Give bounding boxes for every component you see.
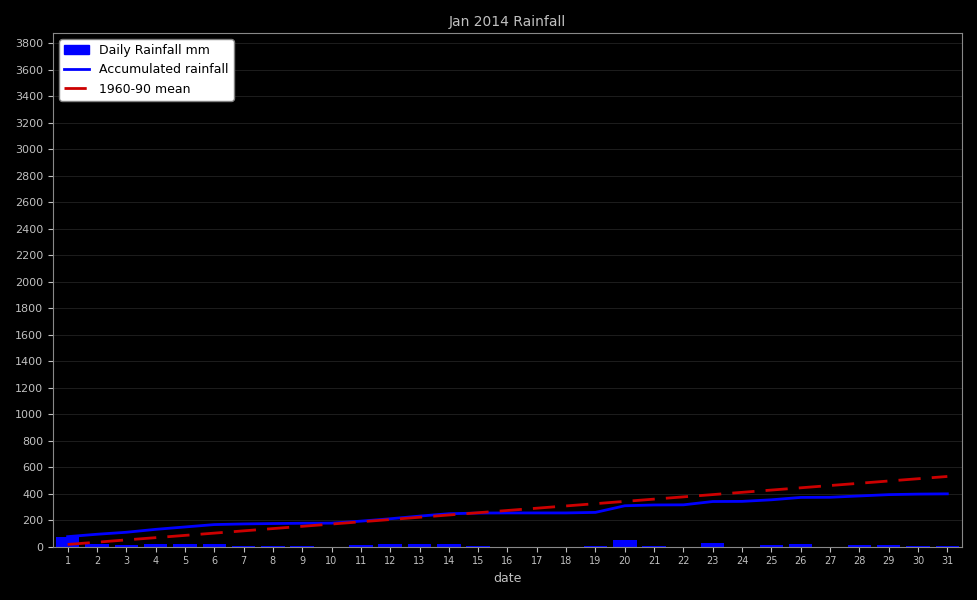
- Bar: [407, 544, 431, 547]
- Bar: [56, 536, 79, 547]
- Bar: [144, 544, 167, 547]
- Bar: [173, 544, 196, 547]
- Bar: [378, 544, 402, 547]
- Bar: [701, 544, 725, 547]
- Bar: [202, 544, 226, 547]
- X-axis label: date: date: [493, 572, 522, 585]
- Bar: [642, 546, 666, 547]
- Bar: [85, 544, 108, 547]
- Legend: Daily Rainfall mm, Accumulated rainfall, 1960-90 mean: Daily Rainfall mm, Accumulated rainfall,…: [60, 39, 234, 101]
- Bar: [789, 544, 813, 547]
- Bar: [232, 546, 255, 547]
- Bar: [613, 540, 636, 547]
- Bar: [349, 545, 372, 547]
- Bar: [437, 544, 460, 547]
- Bar: [848, 545, 871, 547]
- Bar: [877, 545, 901, 547]
- Bar: [466, 546, 489, 547]
- Bar: [114, 545, 138, 547]
- Bar: [760, 545, 784, 547]
- Title: Jan 2014 Rainfall: Jan 2014 Rainfall: [448, 15, 566, 29]
